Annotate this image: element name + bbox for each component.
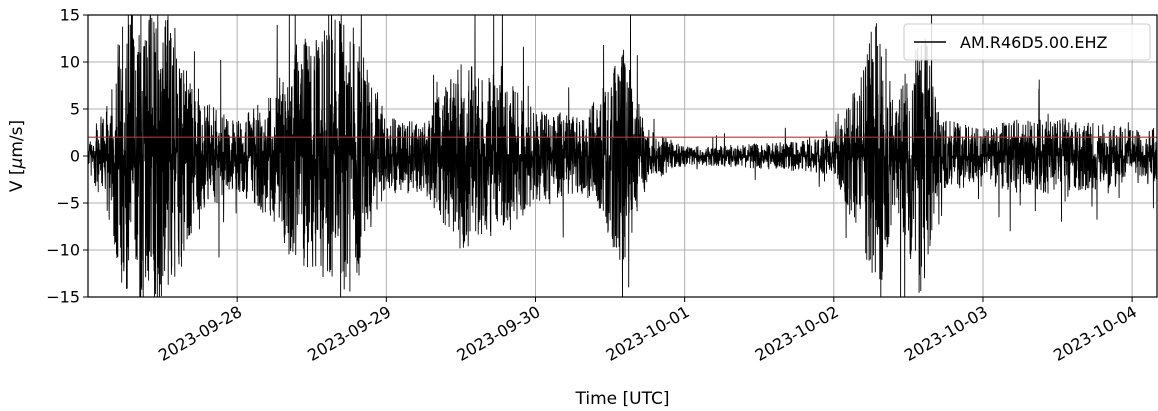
x-tick-label: 2023-10-01 (603, 302, 693, 365)
y-axis-ticks: 15 10 5 0 −5 −10 −15 (46, 6, 88, 307)
x-tick-label: 2023-10-04 (1050, 302, 1140, 365)
legend: AM.R46D5.00.EHZ (903, 23, 1151, 61)
x-axis-label: Time [UTC] (575, 389, 670, 409)
x-tick-label: 2023-10-03 (901, 302, 991, 365)
y-tick-label: −15 (46, 288, 80, 307)
y-tick-label: −10 (46, 241, 80, 260)
y-axis-label: V [μm/s] (7, 120, 27, 192)
legend-entry-label: AM.R46D5.00.EHZ (960, 33, 1107, 52)
y-tick-label: 0 (70, 147, 80, 166)
x-tick-label: 2023-09-29 (304, 302, 394, 365)
trace-line (88, 15, 1157, 297)
x-tick-label: 2023-10-02 (752, 302, 842, 365)
x-tick-label: 2023-09-28 (155, 302, 245, 365)
y-tick-label: −5 (56, 194, 80, 213)
y-tick-label: 15 (60, 6, 80, 25)
legend-box (903, 23, 1151, 61)
velocity-trace (88, 15, 1157, 297)
y-tick-label: 10 (60, 53, 80, 72)
x-tick-label: 2023-09-30 (453, 302, 543, 365)
x-axis-ticks: 2023-09-28 2023-09-29 2023-09-30 2023-10-01… (155, 297, 1140, 365)
y-tick-label: 5 (70, 100, 80, 119)
